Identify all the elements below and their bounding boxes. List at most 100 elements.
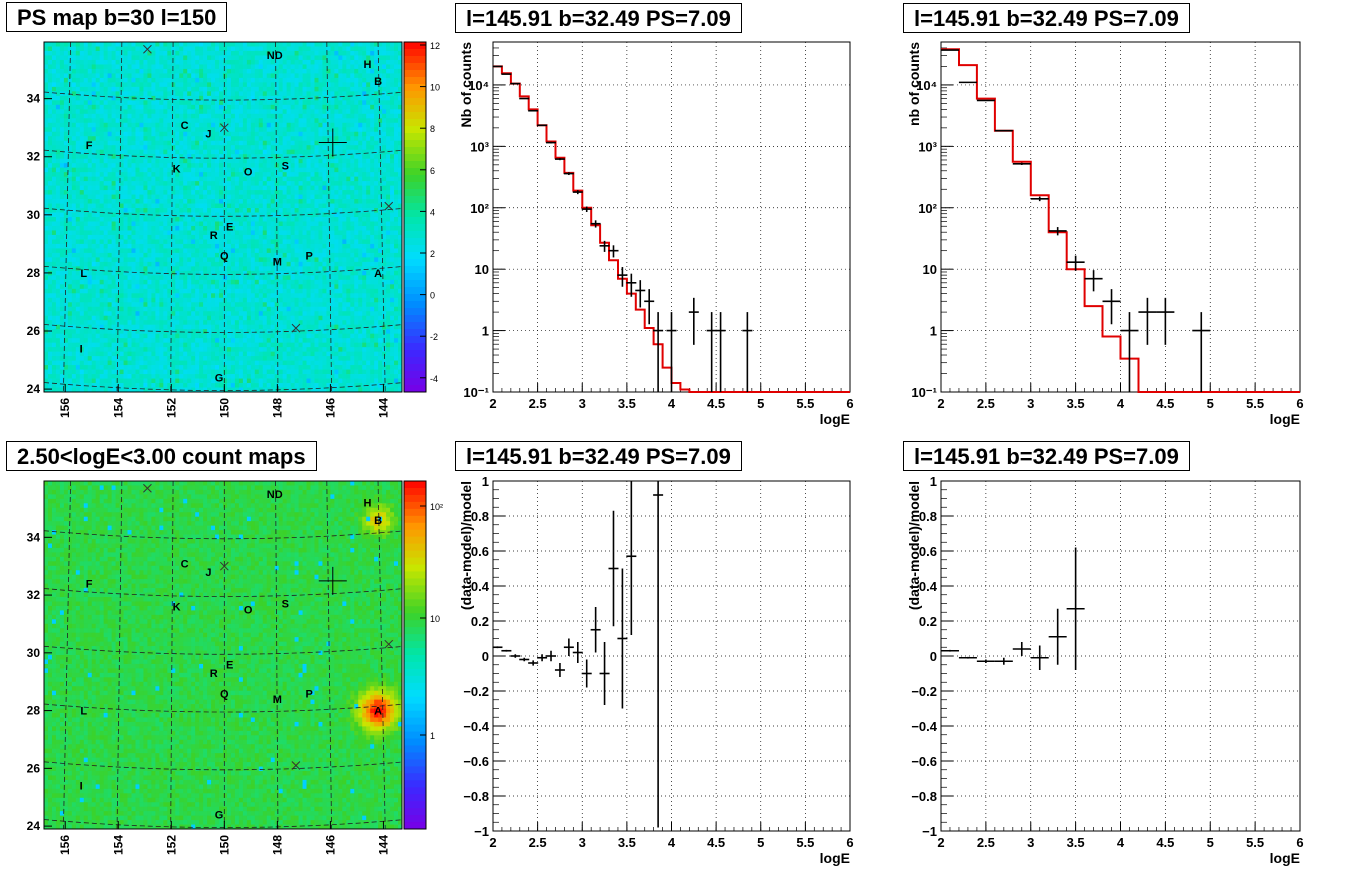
source-cross-marker <box>219 561 229 571</box>
map-longitude-line <box>170 41 174 393</box>
source-cross-marker <box>143 44 152 54</box>
x-tick-label: 3 <box>1027 396 1034 411</box>
data-point <box>1138 297 1157 345</box>
y-axis-label: Nb of counts <box>458 42 474 128</box>
source-label-h: H <box>364 498 372 510</box>
data-point <box>519 97 530 100</box>
x-tick-label: 6 <box>1296 835 1303 850</box>
data-point <box>1102 289 1121 325</box>
source-label-o: O <box>244 605 253 617</box>
x-tick-label: 2.5 <box>977 396 995 411</box>
map-x-tick-label: 146 <box>323 398 337 418</box>
colorbar-tick-label: 12 <box>430 41 440 51</box>
y-tick-label: 1 <box>930 474 937 489</box>
source-label-c: C <box>181 558 189 570</box>
map-y-tick-label: 30 <box>27 208 41 222</box>
data-point <box>715 312 726 392</box>
data-point <box>1066 255 1085 271</box>
source-label-l: L <box>80 706 87 718</box>
x-tick-label: 4 <box>1117 835 1125 850</box>
y-tick-label: −1 <box>922 824 937 839</box>
x-tick-label: 5.5 <box>796 835 814 850</box>
map-latitude-line <box>43 530 403 540</box>
data-point <box>537 124 548 127</box>
colorbar-tick-label: 6 <box>430 166 435 176</box>
colorbar-tick-label: 10² <box>430 502 443 512</box>
data-point <box>742 312 753 392</box>
map-latitude-line <box>43 265 403 275</box>
data-point <box>1084 270 1103 292</box>
source-cross-marker <box>291 761 301 770</box>
source-label-m: M <box>273 694 282 706</box>
source-label-h: H <box>364 59 372 71</box>
y-tick-label: 10³ <box>470 139 489 154</box>
data-point <box>1156 297 1175 345</box>
map-y-tick-label: 24 <box>27 819 41 833</box>
residual-point <box>563 638 574 656</box>
data-point <box>976 99 995 102</box>
y-tick-label: 10⁴ <box>916 78 937 93</box>
residual-point <box>626 481 637 635</box>
x-tick-label: 2 <box>489 396 496 411</box>
residual-point <box>1012 642 1031 656</box>
data-point <box>563 172 574 176</box>
map-longitude-line <box>63 480 72 830</box>
map-y-tick-label: 24 <box>27 382 41 396</box>
x-tick-label: 5.5 <box>1246 835 1264 850</box>
data-point <box>581 206 592 213</box>
source-label-e: E <box>226 221 233 233</box>
source-label-r: R <box>210 230 218 242</box>
residual-point <box>501 649 512 652</box>
x-tick-label: 4.5 <box>707 396 725 411</box>
x-tick-label: 3.5 <box>1067 835 1085 850</box>
source-label-j: J <box>205 128 211 140</box>
y-tick-label: −0.4 <box>463 719 489 734</box>
x-tick-label: 4 <box>668 396 676 411</box>
map-y-tick-label: 28 <box>27 704 41 718</box>
map-frame <box>43 41 403 393</box>
y-tick-label: 1 <box>482 324 489 339</box>
data-point <box>653 312 664 392</box>
map-x-tick-label: 150 <box>217 835 231 855</box>
residual-point <box>958 656 977 659</box>
y-tick-label: −0.6 <box>463 754 489 769</box>
y-tick-label: 0.8 <box>919 509 937 524</box>
data-point <box>546 141 557 144</box>
data-point <box>554 158 565 161</box>
residual-point <box>940 649 959 652</box>
y-axis-label: nb of counts <box>906 42 922 126</box>
x-tick-label: 3 <box>1027 835 1034 850</box>
map-longitude-line <box>275 480 279 830</box>
data-point <box>666 312 677 392</box>
source-label-g: G <box>215 372 224 384</box>
residual-point <box>554 663 565 677</box>
map-y-tick-label: 32 <box>27 588 41 602</box>
map-longitude-line <box>116 41 123 393</box>
map-colorbar-frame <box>403 480 427 830</box>
y-tick-label: −0.2 <box>463 684 489 699</box>
data-point <box>1030 196 1049 202</box>
map-y-tick-label: 34 <box>27 530 41 544</box>
residual-point <box>537 654 548 662</box>
y-tick-label: −0.6 <box>911 754 937 769</box>
source-label-c: C <box>181 120 189 132</box>
map-y-tick-label: 30 <box>27 646 41 660</box>
map-x-tick-label: 154 <box>111 835 125 855</box>
x-tick-label: 6 <box>846 835 853 850</box>
x-tick-label: 5 <box>757 396 764 411</box>
map-x-tick-label: 152 <box>164 398 178 418</box>
map-frame <box>43 480 403 830</box>
data-point <box>510 82 521 85</box>
residual-point <box>994 657 1013 665</box>
residual-point <box>608 510 619 627</box>
map-x-tick-label: 150 <box>217 398 231 418</box>
source-label-b: B <box>374 76 382 88</box>
map-x-tick-label: 144 <box>376 835 390 855</box>
source-cross-marker <box>384 201 394 211</box>
y-tick-label: 0.6 <box>471 544 489 559</box>
map-x-tick-label: 148 <box>270 398 284 418</box>
source-label-r: R <box>210 668 218 680</box>
source-label-i: I <box>80 781 83 793</box>
map-longitude-line <box>377 480 386 830</box>
source-label-s: S <box>282 599 289 611</box>
